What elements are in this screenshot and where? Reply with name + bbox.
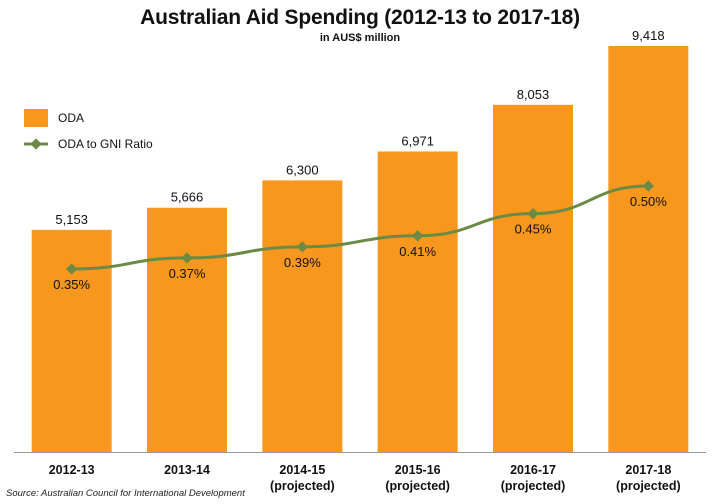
legend-item-oda: ODA xyxy=(24,108,153,128)
bar-value-label: 6,300 xyxy=(286,162,319,177)
x-tick-sublabel: (projected) xyxy=(385,479,450,493)
x-tick-sublabel: (projected) xyxy=(270,479,335,493)
ratio-marker xyxy=(296,241,308,253)
x-tick-label: 2015-16 xyxy=(395,463,441,477)
bar-value-label: 9,418 xyxy=(632,28,665,43)
x-tick-label: 2013-14 xyxy=(164,463,210,477)
ratio-value-label: 0.39% xyxy=(284,255,321,270)
ratio-marker xyxy=(412,230,424,242)
bar-oda-2015-16 xyxy=(377,151,458,452)
bar-oda-2017-18 xyxy=(608,46,689,452)
legend-item-gni-ratio: ODA to GNI Ratio xyxy=(24,134,153,154)
ratio-value-label: 0.37% xyxy=(169,266,206,281)
legend-swatch-oda xyxy=(24,109,48,127)
ratio-marker xyxy=(181,252,193,264)
source-note: Source: Australian Council for Internati… xyxy=(6,488,245,499)
ratio-marker xyxy=(642,180,654,192)
chart-title: Australian Aid Spending (2012-13 to 2017… xyxy=(140,6,580,29)
ratio-value-label: 0.45% xyxy=(515,222,552,237)
ratio-value-label: 0.41% xyxy=(399,244,436,259)
x-tick-label: 2012-13 xyxy=(49,463,95,477)
bar-oda-2014-15 xyxy=(262,180,343,452)
bar-oda-2012-13 xyxy=(31,229,112,452)
bar-value-label: 6,971 xyxy=(401,133,434,148)
ratio-value-label: 0.50% xyxy=(630,194,667,209)
legend-label-gni-ratio: ODA to GNI Ratio xyxy=(58,137,153,151)
bar-value-label: 5,153 xyxy=(55,212,88,227)
chart-subtitle: in AUS$ million xyxy=(319,32,401,44)
legend-label-oda: ODA xyxy=(58,111,85,125)
bar-oda-2013-14 xyxy=(147,207,227,452)
x-tick-sublabel: (projected) xyxy=(616,479,681,493)
bar-value-label: 5,666 xyxy=(171,190,204,205)
ratio-marker xyxy=(527,208,539,220)
x-tick-label: 2016-17 xyxy=(510,463,556,477)
x-tick-label: 2014-15 xyxy=(279,463,325,477)
bar-oda-2016-17 xyxy=(493,104,573,453)
legend: ODA ODA to GNI Ratio xyxy=(24,108,153,160)
bar-value-label: 8,053 xyxy=(517,87,550,102)
x-tick-sublabel: (projected) xyxy=(501,479,566,493)
legend-swatch-gni-ratio xyxy=(24,138,48,150)
x-tick-label: 2017-18 xyxy=(625,463,671,477)
line-gni-ratio xyxy=(71,184,649,271)
ratio-value-label: 0.35% xyxy=(53,277,90,292)
